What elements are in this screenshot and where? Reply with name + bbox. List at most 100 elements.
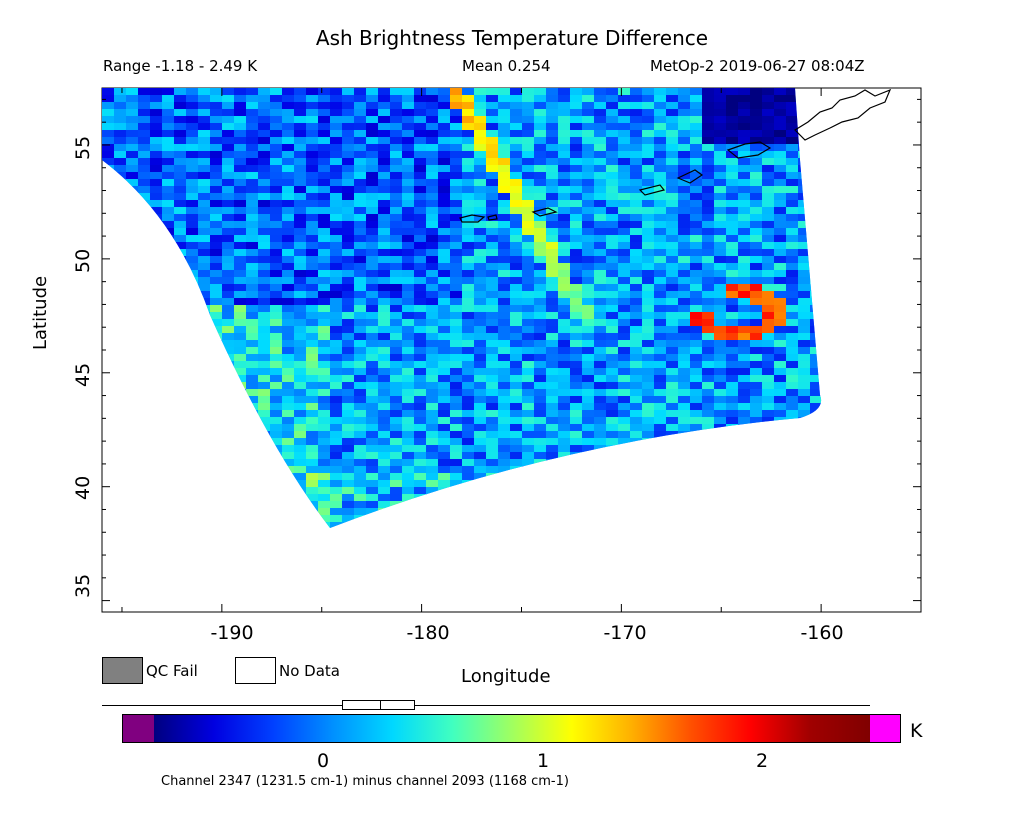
swath-pixel xyxy=(510,256,522,263)
swath-pixel xyxy=(738,116,750,123)
swath-pixel xyxy=(330,445,342,452)
colorbar xyxy=(122,714,901,743)
swath-pixel xyxy=(594,270,606,277)
swath-pixel xyxy=(354,235,366,242)
swath-pixel xyxy=(570,193,582,200)
swath-pixel xyxy=(558,130,570,137)
swath-pixel xyxy=(186,235,198,242)
swath-pixel xyxy=(438,256,450,263)
swath-pixel xyxy=(366,368,378,375)
swath-pixel xyxy=(330,361,342,368)
swath-pixel xyxy=(534,256,546,263)
swath-pixel xyxy=(258,368,270,375)
swath-pixel xyxy=(318,165,330,172)
swath-pixel xyxy=(258,375,270,382)
swath-pixel xyxy=(438,277,450,284)
swath-pixel xyxy=(642,172,654,179)
swath-pixel xyxy=(258,151,270,158)
swath-pixel xyxy=(582,424,594,431)
swath-pixel xyxy=(102,123,114,130)
swath-pixel xyxy=(546,235,558,242)
swath-pixel xyxy=(282,291,294,298)
swath-pixel xyxy=(366,508,378,515)
swath-pixel xyxy=(642,109,654,116)
swath-pixel xyxy=(234,207,246,214)
swath-pixel xyxy=(546,214,558,221)
swath-pixel xyxy=(726,228,738,235)
swath-pixel xyxy=(138,102,150,109)
swath-pixel xyxy=(450,417,462,424)
swath-pixel xyxy=(762,340,774,347)
swath-pixel xyxy=(282,368,294,375)
swath-pixel xyxy=(510,438,522,445)
swath-pixel xyxy=(786,158,798,165)
swath-pixel xyxy=(546,382,558,389)
swath-pixel xyxy=(510,242,522,249)
swath-pixel xyxy=(714,256,726,263)
swath-pixel xyxy=(702,389,714,396)
swath-pixel xyxy=(366,179,378,186)
swath-pixel xyxy=(414,487,426,494)
swath-pixel xyxy=(306,375,318,382)
y-tick-label: 55 xyxy=(72,135,94,160)
swath-pixel xyxy=(594,263,606,270)
swath-pixel xyxy=(462,340,474,347)
swath-pixel xyxy=(294,242,306,249)
swath-pixel xyxy=(750,284,762,291)
swath-pixel xyxy=(642,284,654,291)
swath-pixel xyxy=(774,200,786,207)
swath-pixel xyxy=(378,438,390,445)
swath-pixel xyxy=(498,172,510,179)
swath-pixel xyxy=(114,109,126,116)
swath-pixel xyxy=(474,256,486,263)
swath-pixel xyxy=(510,319,522,326)
swath-pixel xyxy=(498,277,510,284)
swath-pixel xyxy=(318,424,330,431)
swath-pixel xyxy=(306,466,318,473)
swath-pixel xyxy=(594,312,606,319)
swath-pixel xyxy=(390,123,402,130)
swath-pixel xyxy=(438,137,450,144)
swath-pixel xyxy=(558,375,570,382)
swath-pixel xyxy=(234,347,246,354)
swath-pixel xyxy=(774,298,786,305)
swath-pixel xyxy=(630,207,642,214)
swath-pixel xyxy=(762,172,774,179)
swath-pixel xyxy=(438,333,450,340)
swath-pixel xyxy=(366,88,378,95)
swath-pixel xyxy=(522,312,534,319)
swath-pixel xyxy=(246,396,258,403)
swath-pixel xyxy=(318,445,330,452)
swath-pixel xyxy=(738,340,750,347)
swath-pixel xyxy=(594,144,606,151)
swath-pixel xyxy=(654,410,666,417)
swath-pixel xyxy=(774,179,786,186)
swath-pixel xyxy=(606,305,618,312)
swath-pixel xyxy=(234,249,246,256)
swath-pixel xyxy=(498,438,510,445)
swath-pixel xyxy=(294,228,306,235)
swath-pixel xyxy=(702,284,714,291)
swath-pixel xyxy=(594,116,606,123)
swath-pixel xyxy=(462,396,474,403)
swath-pixel xyxy=(498,326,510,333)
swath-pixel xyxy=(342,200,354,207)
swath-pixel xyxy=(666,256,678,263)
swath-pixel xyxy=(486,102,498,109)
swath-pixel xyxy=(366,116,378,123)
swath-pixel xyxy=(642,340,654,347)
swath-pixel xyxy=(630,403,642,410)
swath-pixel xyxy=(810,361,822,368)
swath-pixel xyxy=(606,431,618,438)
swath-pixel xyxy=(318,95,330,102)
swath-pixel xyxy=(750,368,762,375)
swath-pixel xyxy=(354,494,366,501)
swath-pixel xyxy=(354,207,366,214)
swath-pixel xyxy=(402,207,414,214)
swath-pixel xyxy=(366,375,378,382)
swath-pixel xyxy=(438,186,450,193)
swath-pixel xyxy=(438,459,450,466)
swath-pixel xyxy=(450,186,462,193)
swath-pixel xyxy=(342,137,354,144)
swath-pixel xyxy=(702,277,714,284)
